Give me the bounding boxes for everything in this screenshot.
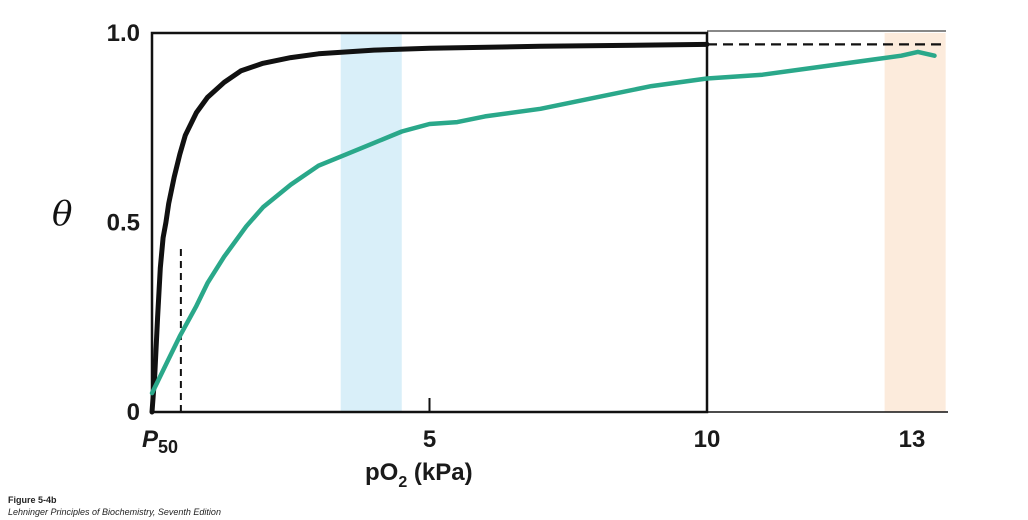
y-tick-label-2: 1.0 <box>107 20 140 47</box>
bands-layer <box>340 33 946 412</box>
figure-source: Lehninger Principles of Biochemistry, Se… <box>8 507 221 517</box>
plot-frame <box>150 30 948 414</box>
ticks-layer: 0 0.5 1.0 P50 5 10 13 <box>107 20 926 457</box>
x-tick-label-main: P <box>142 426 159 453</box>
series-line-1 <box>149 49 937 396</box>
series-layer <box>149 41 937 415</box>
x-tick-label-sub: 50 <box>158 437 178 457</box>
reference-lines-layer <box>179 43 946 412</box>
x-tick-label-2: 10 <box>694 426 721 453</box>
x-axis-label-main: pO <box>365 459 398 486</box>
x-tick-label-0: P50 <box>142 426 178 457</box>
y-axis-label: θ <box>52 194 72 234</box>
y-tick-label-1: 0.5 <box>107 210 140 237</box>
x-tick-label-3: 13 <box>899 426 926 453</box>
y-tick-label-0: 0 <box>127 399 140 426</box>
x-axis-label-sub: 2 <box>398 474 407 491</box>
figure-number: Figure 5-4b <box>8 495 57 505</box>
x-tick-label-1: 5 <box>423 426 436 453</box>
series-line-0 <box>149 41 710 415</box>
x-axis-label: pO2 (kPa) <box>365 459 473 491</box>
band-1 <box>884 33 946 412</box>
chart: 0 0.5 1.0 P50 5 10 13 θ pO2 (kPa) <box>52 20 948 491</box>
band-0 <box>340 33 402 412</box>
x-axis-label-unit: (kPa) <box>407 459 472 486</box>
